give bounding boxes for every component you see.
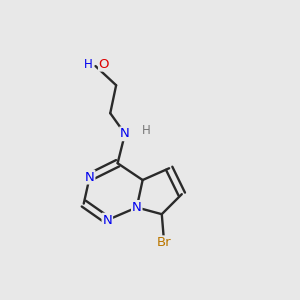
- Text: O: O: [98, 58, 109, 71]
- Text: N: N: [85, 171, 94, 184]
- Text: N: N: [132, 201, 142, 214]
- Text: N: N: [102, 214, 112, 226]
- Text: H: H: [84, 58, 93, 71]
- Text: N: N: [120, 127, 130, 140]
- Text: Br: Br: [157, 236, 171, 249]
- Text: H: H: [142, 124, 151, 137]
